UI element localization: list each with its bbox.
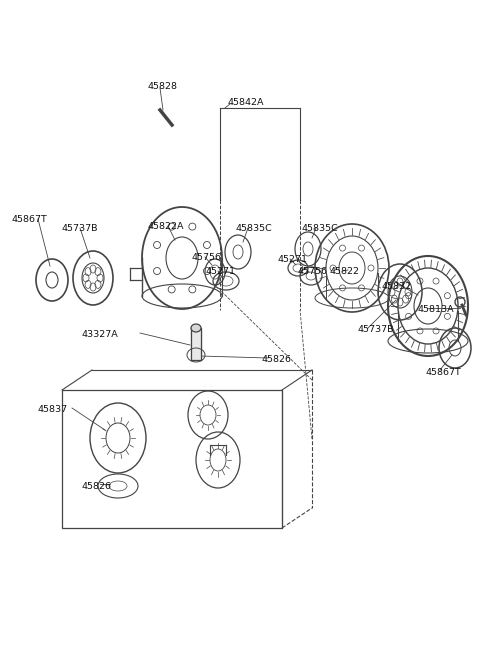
Text: 45271: 45271 xyxy=(205,267,235,276)
Text: 45832: 45832 xyxy=(382,282,412,291)
Text: 45822: 45822 xyxy=(330,267,360,276)
Text: 45842A: 45842A xyxy=(228,98,264,107)
Text: 45826: 45826 xyxy=(262,355,292,364)
Text: 43327A: 43327A xyxy=(82,330,119,339)
Text: 45828: 45828 xyxy=(148,82,178,91)
Text: 45756: 45756 xyxy=(192,253,222,262)
Text: 45867T: 45867T xyxy=(12,215,48,224)
Bar xyxy=(191,328,201,360)
Text: 45737B: 45737B xyxy=(358,325,395,334)
Text: 45835C: 45835C xyxy=(302,224,339,233)
Text: 45756: 45756 xyxy=(298,267,328,276)
Text: 45837: 45837 xyxy=(38,405,68,414)
Text: 45813A: 45813A xyxy=(418,305,455,314)
Text: 45826: 45826 xyxy=(82,482,112,491)
Text: 45271: 45271 xyxy=(278,255,308,264)
Text: 45737B: 45737B xyxy=(62,224,98,233)
Text: 45822A: 45822A xyxy=(148,222,184,231)
Text: 45867T: 45867T xyxy=(425,368,461,377)
Ellipse shape xyxy=(191,324,201,332)
Text: 45835C: 45835C xyxy=(235,224,272,233)
Bar xyxy=(62,390,282,528)
